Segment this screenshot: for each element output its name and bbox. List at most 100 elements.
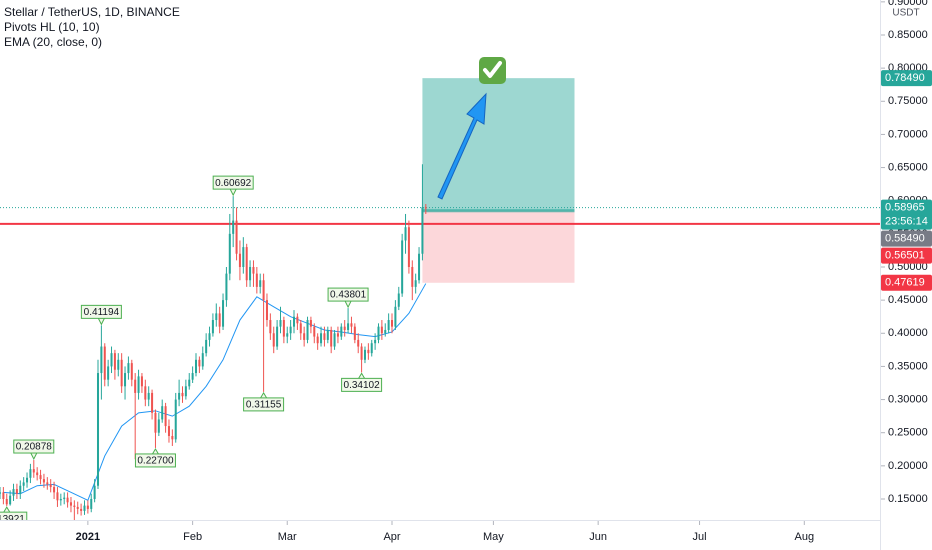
candle-body (19, 485, 22, 494)
x-tick-label: 2021 (76, 531, 100, 543)
candle-body (252, 266, 255, 274)
pivot-label-box (327, 287, 369, 302)
candle-body (0, 492, 2, 494)
candle-body (313, 326, 316, 337)
candle-body (387, 320, 390, 330)
pivot-label-box (80, 304, 122, 319)
candle-body (289, 326, 292, 334)
candle-body (147, 392, 150, 400)
pivot-label: 0.20878 (16, 442, 53, 453)
candle-body (320, 333, 323, 344)
candle-body (363, 349, 366, 360)
candle-body (184, 386, 187, 397)
y-tick-label: 0.45000 (888, 294, 928, 306)
candle-body (255, 273, 258, 287)
ema-line (3, 283, 427, 501)
candle-body (269, 320, 272, 334)
candle-body (357, 339, 360, 347)
price-badge (881, 274, 932, 291)
candle-body (56, 492, 59, 501)
candle-body (15, 489, 18, 494)
candle-body (36, 472, 39, 476)
candle-body (188, 379, 191, 387)
candle-body (245, 247, 248, 281)
x-tick-label: Feb (183, 531, 202, 543)
candle-body (282, 320, 285, 337)
candle-body (181, 392, 184, 397)
price-badge-label: 0.78490 (885, 72, 925, 84)
candle-body (370, 343, 373, 354)
price-badge-label: 0.58490 (885, 232, 925, 244)
price-badge (881, 70, 932, 87)
candle-body (191, 373, 194, 380)
pivot-label: 0.43801 (330, 290, 367, 301)
candle-body (418, 253, 421, 281)
candle-body (316, 336, 319, 344)
candle-body (96, 373, 100, 486)
pivot-label-box (134, 453, 176, 468)
y-tick-label: 0.25000 (888, 427, 928, 439)
pivot-pointer (260, 391, 268, 399)
candle-body (367, 349, 370, 354)
candle-body (340, 326, 343, 337)
candle-body (164, 406, 167, 427)
candle-body (137, 376, 140, 393)
candle-body (360, 346, 363, 360)
candle-body (215, 313, 218, 321)
price-badges: 0.78490 0.58965 23:56:14 0.58490 0.56501 0.47… (881, 70, 932, 291)
candle-body (286, 333, 289, 337)
y-tick-label: 0.20000 (888, 460, 928, 472)
pivot-label-box (341, 377, 383, 392)
currency-label: USDT (892, 8, 919, 19)
x-tick-label: Jul (693, 531, 707, 543)
price-badge (881, 247, 932, 264)
candle-body (407, 227, 410, 267)
y-tick-label: 0.15000 (888, 493, 928, 505)
price-badge-label: 0.47619 (885, 277, 925, 289)
y-tick-label: 0.50000 (888, 261, 928, 273)
candle-body (127, 363, 130, 374)
candle-body (205, 339, 208, 354)
pivot-label-box (243, 397, 285, 412)
candle-body (113, 353, 116, 370)
candle-body (107, 366, 110, 380)
candle-body (22, 482, 25, 486)
candle-body (93, 485, 96, 499)
candle-body (9, 495, 12, 505)
candle-body (262, 280, 265, 301)
y-tick-label: 0.85000 (888, 29, 928, 41)
pivot-pointer (229, 188, 237, 197)
candle-body (154, 412, 157, 433)
candle-body (404, 227, 407, 241)
pivot-pointer (152, 447, 159, 455)
candle-body (100, 346, 103, 374)
candle-body (306, 320, 309, 340)
legend-ema: EMA (20, close, 0) (4, 35, 102, 49)
candle-body (336, 333, 339, 337)
check-mark (483, 61, 502, 78)
position-loss-zone (422, 210, 575, 283)
candle-body (5, 498, 8, 505)
candle-body (76, 506, 79, 509)
candle-body (80, 508, 83, 511)
candle-body (296, 316, 299, 324)
candle-body (29, 469, 32, 478)
pivot-pointer (3, 506, 11, 513)
candle-body (171, 436, 174, 440)
candle-body (330, 329, 333, 347)
candle-body (411, 266, 414, 287)
candle-body (161, 406, 164, 420)
candle-body (140, 376, 143, 387)
pivot-pointer (30, 452, 38, 461)
candle-body (374, 339, 377, 344)
candle-body (235, 220, 238, 254)
candle-body (225, 273, 228, 301)
candle-body (326, 329, 329, 340)
candle-body (73, 505, 76, 507)
pivot-label: 0.34102 (344, 380, 381, 391)
candle-body (151, 392, 154, 413)
pivot-label: 0.31155 (246, 400, 282, 411)
candle-body (2, 492, 5, 499)
position-profit-zone (422, 78, 575, 211)
